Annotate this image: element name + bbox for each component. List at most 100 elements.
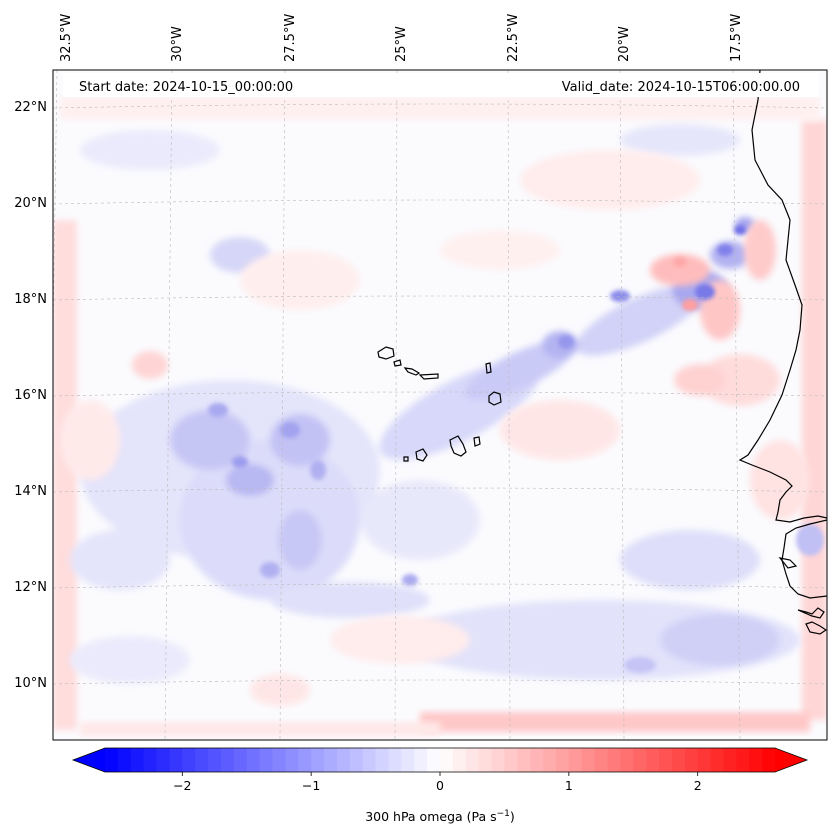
colorbar-cell bbox=[530, 748, 544, 772]
lat-label: 10°N bbox=[14, 676, 47, 691]
colorbar-cell bbox=[414, 748, 428, 772]
maio-island bbox=[473, 436, 481, 447]
colorbar-cell bbox=[311, 748, 325, 772]
colorbar-cell bbox=[697, 748, 711, 772]
map-frame bbox=[52, 69, 828, 741]
colorbar-cell bbox=[246, 748, 261, 772]
valid-date-text: Valid_date: 2024-10-15T06:00:00.00 bbox=[562, 80, 800, 95]
lat-label: 20°N bbox=[14, 196, 47, 211]
boundary-north bbox=[60, 96, 820, 120]
colorbar-cell bbox=[182, 748, 196, 772]
lat-label: 16°N bbox=[14, 388, 47, 403]
colorbar-cell bbox=[671, 748, 686, 772]
boundary-south-pale bbox=[80, 722, 440, 736]
colorbar-cell bbox=[749, 748, 763, 772]
longitude-labels: 32.5°W 30°W 27.5°W 25°W 22.5°W 20°W 17.5… bbox=[59, 14, 744, 62]
lat-label: 18°N bbox=[14, 292, 47, 307]
colorbar-cell bbox=[130, 748, 145, 772]
colorbar-cell bbox=[504, 748, 518, 772]
colorbar-cell bbox=[581, 748, 596, 772]
colorbar-cell bbox=[762, 748, 776, 772]
lon-label: 20°W bbox=[617, 26, 632, 62]
omega-field bbox=[53, 70, 827, 740]
colorbar-cell bbox=[555, 748, 570, 772]
brava-island bbox=[403, 456, 409, 462]
lon-label: 25°W bbox=[394, 26, 409, 62]
colorbar-cell bbox=[440, 748, 454, 772]
colorbar-cell bbox=[401, 748, 415, 772]
colorbar-cell bbox=[195, 748, 209, 772]
fogo-island bbox=[415, 448, 428, 462]
colorbar-tick-label: −2 bbox=[173, 778, 191, 793]
colorbar-cell bbox=[233, 748, 248, 772]
colorbar-cell bbox=[117, 748, 132, 772]
colorbar-cell bbox=[143, 748, 157, 772]
colorbar-cell bbox=[208, 748, 222, 772]
colorbar-cell bbox=[620, 748, 634, 772]
colorbar-cell bbox=[272, 748, 286, 772]
lat-label: 14°N bbox=[14, 484, 47, 499]
colorbar-cell bbox=[646, 748, 660, 772]
ascent-areas bbox=[70, 124, 800, 684]
cape-verde-islands bbox=[377, 346, 502, 462]
fine-structure bbox=[208, 225, 824, 673]
colorbar-cell bbox=[156, 748, 170, 772]
colorbar-cell bbox=[349, 748, 364, 772]
colorbar-outline bbox=[71, 747, 809, 773]
lon-label: 17.5°W bbox=[729, 14, 744, 62]
colorbar-cell bbox=[362, 748, 376, 772]
west-africa-coastline bbox=[738, 70, 827, 635]
colorbar-cell bbox=[220, 748, 235, 772]
colorbar-cell bbox=[568, 748, 583, 772]
map-panel[interactable]: Start date: 2024-10-15_00:00:00 Valid_da… bbox=[47, 69, 828, 741]
colorbar-tick-label: −1 bbox=[302, 778, 320, 793]
colorbar-cell bbox=[633, 748, 647, 772]
colorbar-tick-label: 0 bbox=[436, 778, 444, 793]
latitude-labels: 22°N 20°N 18°N 16°N 14°N 12°N 10°N bbox=[14, 100, 47, 691]
sal-island bbox=[485, 362, 492, 374]
colorbar-extend-max bbox=[775, 748, 807, 772]
colorbar-cell bbox=[736, 748, 750, 772]
colorbar-cell bbox=[169, 748, 183, 772]
colorbar-cell bbox=[259, 748, 273, 772]
colorbar-cell bbox=[684, 748, 699, 772]
sao-nicolau-island bbox=[403, 367, 421, 376]
lat-label: 22°N bbox=[14, 100, 47, 115]
colorbar-ticks: −2 −1 0 1 2 bbox=[173, 772, 702, 793]
colorbar-cell bbox=[298, 748, 312, 772]
santiago-island bbox=[449, 435, 467, 457]
colorbar-tick-label: 2 bbox=[694, 778, 702, 793]
start-date-text: Start date: 2024-10-15_00:00:00 bbox=[79, 80, 293, 95]
lon-label: 27.5°W bbox=[283, 14, 298, 62]
colorbar-label: 300 hPa omega (Pa s−1) bbox=[365, 809, 515, 824]
santo-antao-island bbox=[377, 346, 395, 360]
colorbar-cell bbox=[478, 748, 492, 772]
colorbar-cell bbox=[594, 748, 608, 772]
colorbar-extend-min bbox=[73, 748, 105, 772]
colorbar-cells bbox=[105, 748, 776, 772]
colorbar: −2 −1 0 1 2 300 hPa omega (Pa s−1) bbox=[71, 747, 809, 824]
lat-label: 12°N bbox=[14, 580, 47, 595]
colorbar-cell bbox=[465, 748, 480, 772]
boundary-south bbox=[420, 712, 810, 732]
colorbar-cell bbox=[607, 748, 621, 772]
colorbar-cell bbox=[659, 748, 673, 772]
descent-areas bbox=[60, 150, 810, 706]
colorbar-cell bbox=[710, 748, 724, 772]
colorbar-cell bbox=[388, 748, 402, 772]
colorbar-cell bbox=[375, 748, 389, 772]
santa-luzia-island bbox=[418, 373, 439, 380]
colorbar-cell bbox=[324, 748, 338, 772]
sao-vicente-island bbox=[393, 359, 402, 367]
colorbar-cell bbox=[543, 748, 557, 772]
colorbar-cell bbox=[336, 748, 351, 772]
header-strip bbox=[63, 73, 819, 97]
colorbar-cell bbox=[285, 748, 299, 772]
lon-label: 30°W bbox=[170, 26, 185, 62]
lon-label: 22.5°W bbox=[506, 14, 521, 62]
colorbar-cell bbox=[105, 748, 119, 772]
boundary-west bbox=[53, 220, 77, 730]
colorbar-cell bbox=[491, 748, 505, 772]
boundary-east bbox=[802, 120, 827, 720]
colorbar-cell bbox=[427, 748, 441, 772]
